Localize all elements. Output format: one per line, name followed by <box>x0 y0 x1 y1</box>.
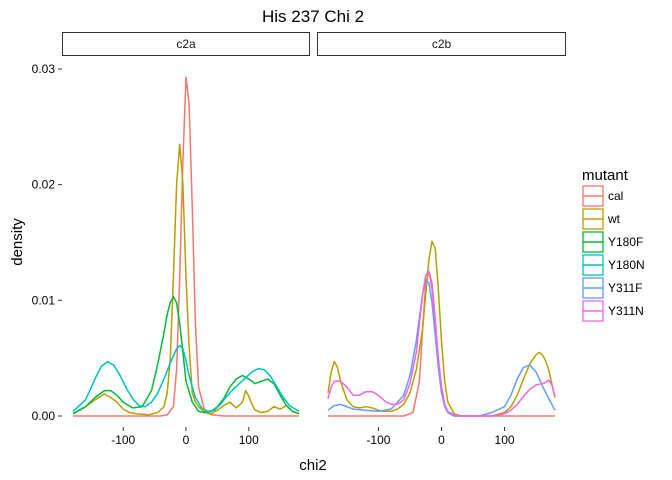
legend-title: mutant <box>582 167 629 184</box>
legend-label: Y311N <box>608 304 644 318</box>
x-tick-label: 0 <box>183 433 190 447</box>
x-tick-label: 0 <box>438 433 445 447</box>
x-axis-label: chi2 <box>299 457 327 474</box>
legend-label: cal <box>608 189 623 203</box>
x-tick-label: 100 <box>239 433 259 447</box>
legend: mutant cal wt Y180F Y180N Y311F Y311N <box>582 167 645 322</box>
legend-label: Y180F <box>608 235 643 249</box>
density-line-wt <box>327 240 556 417</box>
panel-c2a: c2a -100 0 100 <box>62 32 310 447</box>
y-tick-label: 0.01 <box>32 293 56 307</box>
legend-item-wt: wt <box>582 208 621 230</box>
legend-items: cal wt Y180F Y180N Y311F Y311N <box>582 185 645 322</box>
legend-item-y180n: Y180N <box>582 254 645 276</box>
legend-label: Y311F <box>608 281 642 295</box>
y-axis-label: density <box>9 218 26 266</box>
legend-item-y180f: Y180F <box>582 231 643 253</box>
density-line-y311f <box>327 278 556 417</box>
facet-panels: 0.00 0.01 0.02 0.03 c2a -100 0 100 c2b -100 0 100 <box>32 32 566 447</box>
legend-label: wt <box>607 212 621 226</box>
x-tick-label: -100 <box>111 433 135 447</box>
legend-item-cal: cal <box>582 185 623 207</box>
y-tick-label: 0.03 <box>32 62 56 76</box>
y-tick-label: 0.02 <box>32 178 56 192</box>
y-tick-label: 0.00 <box>32 409 56 423</box>
x-tick-label: -100 <box>366 433 390 447</box>
density-line-y180n <box>72 344 300 413</box>
legend-item-y311f: Y311F <box>582 277 642 299</box>
facet-strip <box>62 32 310 56</box>
density-line-y311n <box>327 270 556 417</box>
facet-strip-label: c2b <box>432 37 452 51</box>
facet-strip <box>317 32 566 56</box>
density-line-y180f <box>72 296 300 415</box>
density-line-wt <box>72 143 300 416</box>
panel-c2b: c2b -100 0 100 <box>317 32 566 447</box>
legend-item-y311n: Y311N <box>582 300 644 322</box>
chart-title: His 237 Chi 2 <box>262 7 364 26</box>
x-tick-label: 100 <box>495 433 515 447</box>
density-line-cal <box>73 76 299 417</box>
legend-label: Y180N <box>608 258 645 272</box>
facet-strip-label: c2a <box>176 37 196 51</box>
y-axis: 0.00 0.01 0.02 0.03 <box>32 62 62 423</box>
